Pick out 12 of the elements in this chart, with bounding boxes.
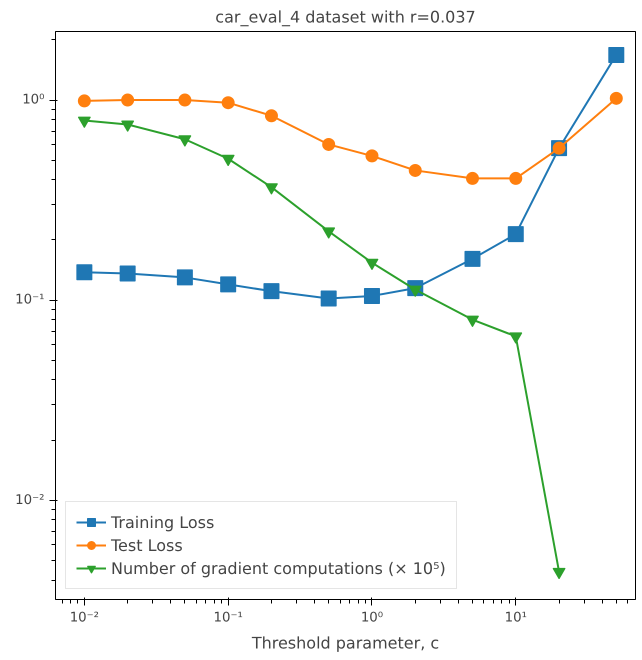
legend-label: Number of gradient computations (× 10⁵) xyxy=(111,558,446,578)
x-tick-label: 10⁰ xyxy=(360,610,384,626)
legend-label: Test Loss xyxy=(111,536,183,554)
x-tick-label: 10⁻¹ xyxy=(213,610,243,626)
y-tick-label: 10⁻² xyxy=(15,492,45,508)
x-axis-title: Threshold parameter, c xyxy=(250,634,440,652)
y-tick-label: 10⁰ xyxy=(22,92,45,108)
y-tick-label: 10⁻¹ xyxy=(15,292,45,308)
chart-title: car_eval_4 dataset with r=0.037 xyxy=(215,8,476,26)
x-tick-label: 10¹ xyxy=(504,610,527,626)
legend-label: Training Loss xyxy=(111,512,214,532)
x-tick-label: 10⁻² xyxy=(70,610,100,626)
